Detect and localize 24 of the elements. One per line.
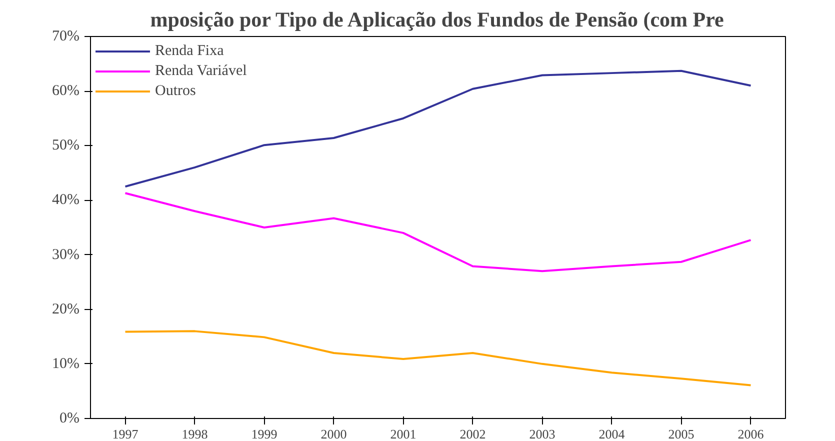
- y-tick-label: 0%: [60, 410, 80, 426]
- x-tick-label: 1999: [251, 426, 278, 441]
- line-series: [124, 192, 752, 272]
- x-tick-label: 2004: [598, 426, 626, 441]
- line-series: [124, 330, 752, 386]
- y-tick-label: 70%: [52, 28, 80, 44]
- y-tick-label: 50%: [52, 138, 80, 154]
- x-tick-label: 2001: [390, 426, 416, 441]
- y-tick-label: 40%: [52, 192, 80, 208]
- x-tick-label: 2005: [668, 426, 694, 441]
- y-tick-label: 10%: [52, 356, 80, 372]
- x-tick-label: 2000: [320, 426, 347, 441]
- legend-label: Renda Variável: [155, 62, 247, 80]
- y-tick-label: 20%: [52, 301, 80, 318]
- chart-title: mposição por Tipo de Aplicação dos Fundos de Pensão (com Pre: [150, 8, 724, 32]
- x-tick-label: 2002: [460, 426, 486, 441]
- x-tick-label: 1998: [182, 426, 208, 441]
- y-tick-label: 30%: [52, 246, 80, 263]
- y-tick-label: 60%: [52, 83, 80, 100]
- x-tick-label: 2003: [529, 426, 556, 441]
- legend-label: Renda Fixa: [155, 42, 224, 60]
- x-tick-label: 2006: [738, 426, 764, 441]
- x-tick-label: 1997: [112, 426, 139, 441]
- legend-label: Outros: [155, 82, 196, 100]
